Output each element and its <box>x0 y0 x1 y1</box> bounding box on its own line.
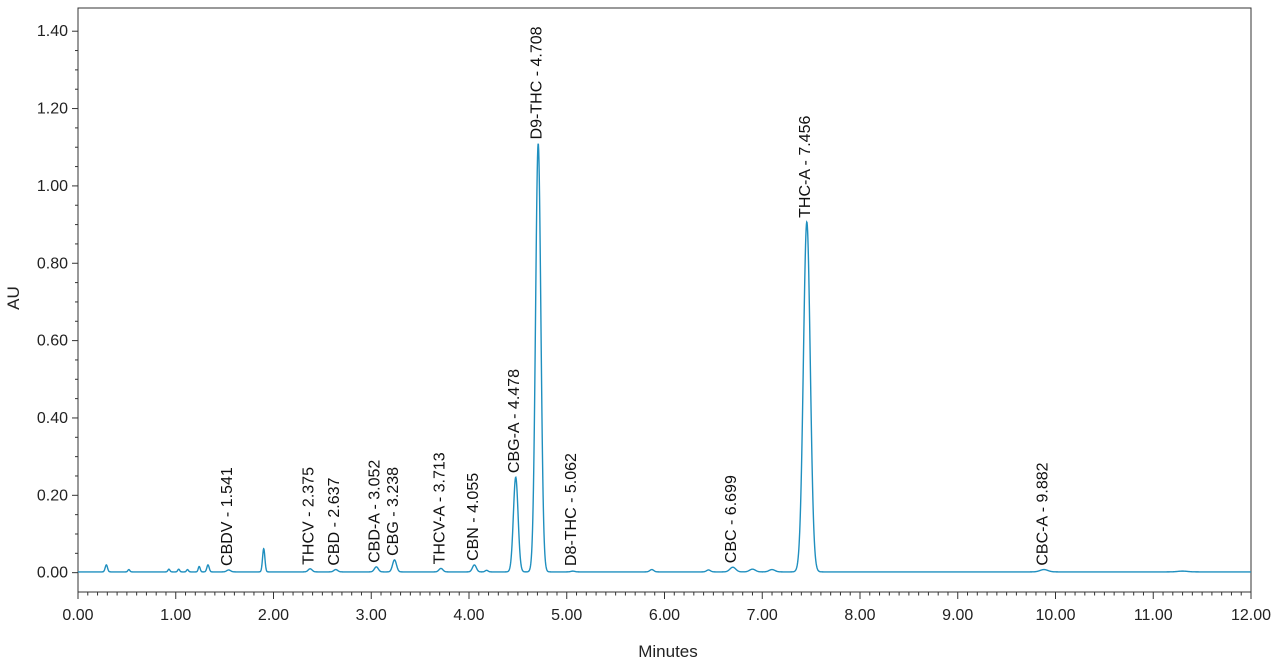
x-tick-label: 11.00 <box>1134 607 1173 624</box>
x-tick-label: 12.00 <box>1231 607 1271 624</box>
x-tick-label: 9.00 <box>942 607 973 624</box>
x-tick-label: 1.00 <box>160 607 191 624</box>
y-axis-title: AU <box>4 286 23 310</box>
x-axis-title: Minutes <box>638 642 698 661</box>
x-tick-label: 2.00 <box>258 607 289 624</box>
x-tick-label: 8.00 <box>844 607 875 624</box>
peak-label: THC-A - 7.456 <box>797 116 814 218</box>
y-tick-label: 0.00 <box>37 565 68 582</box>
y-tick-label: 1.00 <box>37 178 68 195</box>
peak-labels: CBDV - 1.541 THCV - 2.375 CBD - 2.637 CBD-A… <box>219 26 1051 566</box>
x-tick-label: 10.00 <box>1035 607 1075 624</box>
y-tick-label: 1.40 <box>37 23 68 40</box>
peak-label: D9-THC - 4.708 <box>529 26 546 139</box>
y-tick-label: 1.20 <box>37 101 68 118</box>
x-tick-label: 6.00 <box>649 607 680 624</box>
peak-label: CBC - 6.699 <box>723 475 740 563</box>
peak-label: CBD - 2.637 <box>326 477 343 565</box>
y-axis-ticks: 0.00 0.20 0.40 0.60 0.80 1.00 1.20 1.40 <box>37 23 78 582</box>
x-tick-label: 5.00 <box>551 607 582 624</box>
y-tick-label: 0.40 <box>37 410 68 427</box>
peak-label: CBDV - 1.541 <box>219 467 236 566</box>
peak-label: CBC-A - 9.882 <box>1034 462 1051 565</box>
peak-label: CBG-A - 4.478 <box>506 369 523 473</box>
peak-label: D8-THC - 5.062 <box>563 453 580 566</box>
peak-label: THCV-A - 3.713 <box>431 452 448 564</box>
x-tick-label: 3.00 <box>356 607 387 624</box>
plot-frame <box>77 7 1252 593</box>
peak-label: CBD-A - 3.052 <box>367 460 384 563</box>
x-tick-label: 7.00 <box>747 607 778 624</box>
y-tick-label: 0.80 <box>37 255 68 272</box>
chromatogram-trace <box>78 143 1251 573</box>
x-tick-label: 0.00 <box>62 607 93 624</box>
y-tick-label: 0.60 <box>37 333 68 350</box>
peak-label: THCV - 2.375 <box>301 467 318 565</box>
y-tick-label: 0.20 <box>37 487 68 504</box>
peak-label: CBN - 4.055 <box>465 473 482 561</box>
x-axis-ticks: 0.00 1.00 2.00 3.00 4.00 5.00 6.00 7.00 8.00 9.00… <box>62 592 1271 624</box>
peak-label: CBG - 3.238 <box>385 467 402 556</box>
x-tick-label: 4.00 <box>453 607 484 624</box>
